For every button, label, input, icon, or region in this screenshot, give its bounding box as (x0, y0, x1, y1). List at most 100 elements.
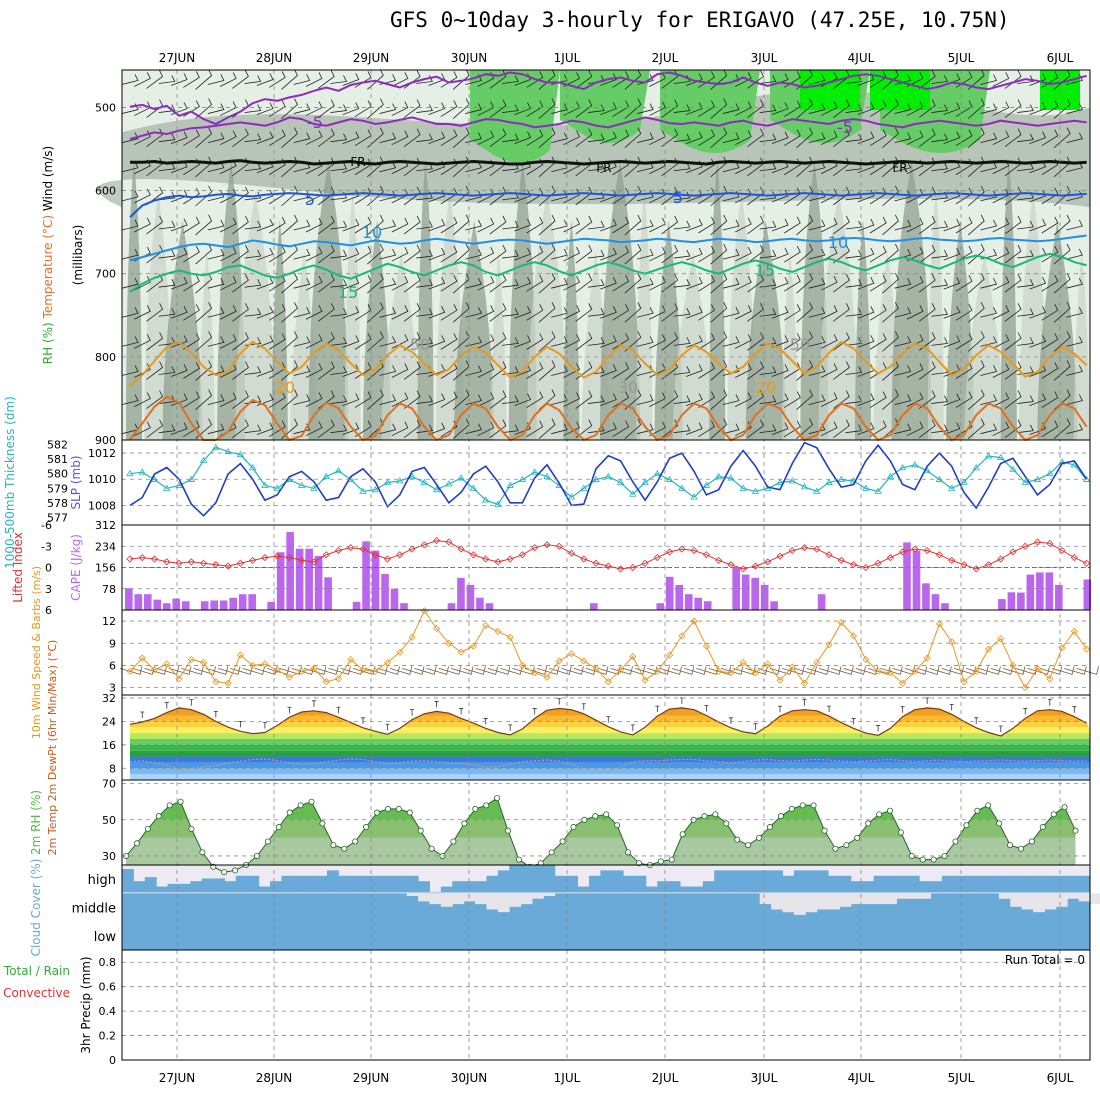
wind-barb (317, 70, 335, 89)
wind-barb (771, 131, 789, 145)
wind-barb (403, 303, 421, 322)
wind-barb (685, 218, 703, 232)
wind10m-barb (230, 666, 253, 675)
rh2m-point (319, 820, 326, 827)
rh2m-point (843, 842, 850, 849)
wind-barb (575, 99, 593, 118)
wind-barb (403, 244, 421, 264)
wind-barb (563, 363, 581, 378)
wind-barb (1029, 335, 1047, 348)
wind-barb (796, 127, 814, 148)
wind-barb (918, 215, 936, 235)
wind-barb (121, 394, 139, 405)
temp-maxbar (410, 709, 415, 716)
wind-barb (796, 418, 814, 439)
wind-barb (612, 129, 630, 147)
wind-barb (992, 363, 1010, 378)
temp-maxbar (508, 724, 513, 731)
wind10m-point (837, 618, 845, 627)
cloud-high-bar (452, 881, 465, 893)
thickness-point (702, 481, 711, 488)
wind-barb (1029, 306, 1047, 319)
cloud-high-bar (361, 875, 374, 893)
wind-barb (918, 303, 936, 322)
wind10m-point (715, 667, 723, 675)
wind-barb (158, 133, 176, 143)
rh2m-point (854, 834, 861, 841)
wind-barb (906, 305, 924, 320)
wind-barb (440, 333, 458, 350)
wind-barb (232, 128, 249, 147)
lifted-point (359, 545, 367, 553)
wind-barb (403, 215, 421, 235)
contour-label: 15 (755, 261, 775, 280)
cloud-high-bar (919, 881, 932, 893)
wind-barb (587, 279, 605, 288)
wind-barb (158, 220, 176, 230)
cloud-middle-gap (896, 893, 909, 899)
wind10m-barb (377, 666, 400, 675)
thickness-point (334, 466, 343, 474)
wind-barb (833, 332, 850, 351)
wind10m-point (666, 651, 674, 659)
rh2m-point (330, 842, 337, 849)
cloud-high-bar (258, 886, 271, 893)
wind-barb (281, 69, 298, 90)
wind-barb (195, 69, 213, 90)
temp-maxbar (140, 711, 145, 718)
wind-barb (673, 220, 691, 230)
wind-barb (170, 422, 188, 436)
wind-barb (894, 423, 912, 435)
wind-barb (882, 418, 899, 439)
wind-barb (918, 390, 936, 409)
wind-barb (931, 75, 949, 84)
lifted-point (261, 554, 269, 562)
wind-barb (502, 337, 519, 346)
wind-barb (134, 130, 151, 146)
rh2m-point (199, 849, 206, 856)
wind-barb (170, 277, 188, 290)
wind-barb (477, 276, 495, 291)
wind-barb (955, 158, 973, 176)
wind-barb (305, 101, 323, 116)
cloud-high-bar (292, 875, 305, 893)
wind-barb (268, 216, 286, 234)
wind-barb (882, 185, 899, 207)
wind-barb (943, 218, 961, 232)
wind-barb (882, 302, 899, 323)
wind-barb (673, 104, 691, 113)
wind10m-barb (451, 666, 474, 675)
thickness-tick: 578 (47, 497, 68, 510)
temp-maxbar (679, 697, 684, 704)
thickness-point (874, 487, 882, 494)
wind-barb (612, 275, 630, 292)
wind-barb (980, 190, 998, 202)
thickness-point (862, 484, 870, 491)
thickness-point (236, 450, 245, 458)
wind-barb (195, 331, 213, 352)
wind-barb (735, 72, 752, 87)
rh2m-point (461, 820, 468, 827)
wind10m-point (800, 679, 809, 687)
wind-barb (183, 304, 200, 321)
cape-bar (286, 532, 294, 610)
wind10m-point (764, 660, 772, 668)
cape-tick: 78 (102, 583, 116, 596)
cloud-high-bar (247, 875, 260, 893)
date-bottom: 1JUL (554, 1071, 581, 1085)
wind-barb (906, 217, 924, 233)
thickness-point (911, 461, 919, 468)
rh-band (454, 220, 495, 440)
wind-barb (170, 131, 188, 145)
lifted-point (1083, 559, 1091, 567)
wind-barb (747, 419, 764, 439)
temp-band (130, 721, 1090, 728)
wind-barb (600, 73, 617, 86)
wind-barb (391, 246, 409, 262)
cloud-middle-gap (759, 893, 772, 905)
wind-barb (649, 421, 666, 437)
thickness-point (567, 493, 576, 500)
wind-barb (563, 421, 581, 437)
wind-barb (342, 393, 360, 406)
